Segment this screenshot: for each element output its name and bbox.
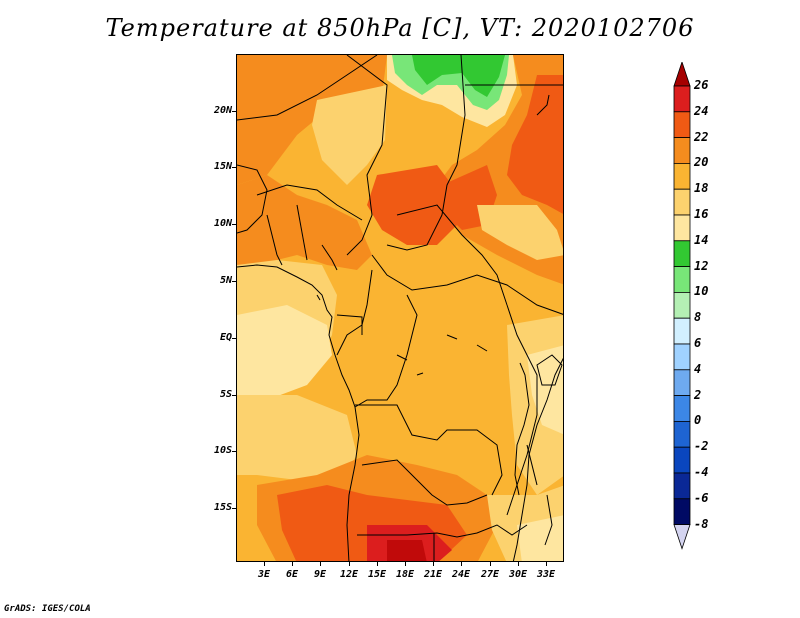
colorbar-segment [673,343,691,371]
colorbar-label: 22 [694,129,709,144]
colorbar-label: 6 [694,336,702,350]
lon-label: 30E [508,569,528,580]
lat-label: EQ [219,332,232,343]
lon-tick [264,562,265,566]
colorbar-label: 24 [694,103,709,118]
lat-tick [232,395,236,396]
colorbar-label: 14 [694,232,709,247]
colorbar-segment [673,163,691,190]
temperature-field [237,55,563,561]
colorbar-segment [673,85,691,113]
lon-tick [461,562,462,566]
lat-tick [232,281,236,282]
colorbar [673,62,691,550]
lon-tick [292,562,293,566]
colorbar-segment [673,214,691,242]
lon-tick [433,562,434,566]
lon-tick [490,562,491,566]
lon-label: 24E [451,569,471,580]
colorbar-segment [673,446,691,474]
colorbar-label: 18 [694,181,709,196]
colorbar-segment [673,111,691,138]
lon-tick [518,562,519,566]
temperature-map [236,54,564,562]
colorbar-label: -6 [694,490,709,505]
colorbar-label: 20 [694,155,709,170]
lat-label: 10S [213,445,232,456]
lat-label: 5N [219,275,232,286]
lon-label: 3E [257,569,271,580]
lon-label: 27E [480,569,500,580]
colorbar-label: -2 [694,439,709,454]
lon-label: 21E [423,569,443,580]
lat-label: 15N [213,161,232,172]
lon-label: 6E [285,569,299,580]
lat-tick [232,224,236,225]
lat-tick [232,167,236,168]
lat-label: 5S [219,389,232,400]
colorbar-bottom-arrow [673,524,691,550]
colorbar-segment [673,291,691,319]
colorbar-label: 12 [694,258,709,273]
lat-tick [232,338,236,339]
colorbar-segment [673,240,691,268]
lat-label: 10N [213,218,232,229]
lon-label: 9E [313,569,327,580]
colorbar-top-arrow [673,62,691,87]
lon-tick [349,562,350,566]
lon-tick [320,562,321,566]
lat-tick [232,451,236,452]
chart-title: Temperature at 850hPa [C], VT: 202010270… [105,14,695,42]
lon-tick [405,562,406,566]
colorbar-segment [673,395,691,422]
colorbar-label: -8 [694,516,709,531]
colorbar-label: 26 [694,78,709,92]
colorbar-label: -4 [694,465,709,479]
colorbar-segment [673,369,691,396]
colorbar-label: 0 [694,413,702,428]
lon-label: 33E [536,569,556,580]
footer-credit: GrADS: IGES/COLA [4,604,91,614]
colorbar-label: 4 [694,361,702,376]
colorbar-label: 10 [694,284,709,299]
colorbar-segment [673,137,691,164]
lon-label: 12E [339,569,359,580]
colorbar-segment [673,472,691,500]
colorbar-label: 8 [694,310,702,325]
lon-label: 18E [395,569,415,580]
colorbar-segment [673,266,691,293]
colorbar-label: 16 [694,207,709,221]
lat-label: 15S [213,502,232,513]
lat-tick [232,111,236,112]
lat-tick [232,508,236,509]
lon-tick [377,562,378,566]
colorbar-segment [673,420,691,448]
colorbar-segment [673,317,691,345]
colorbar-segment [673,188,691,216]
colorbar-segment [673,498,691,525]
lat-label: 20N [213,105,232,116]
colorbar-label: 2 [694,387,702,402]
lon-label: 15E [367,569,387,580]
lon-tick [546,562,547,566]
